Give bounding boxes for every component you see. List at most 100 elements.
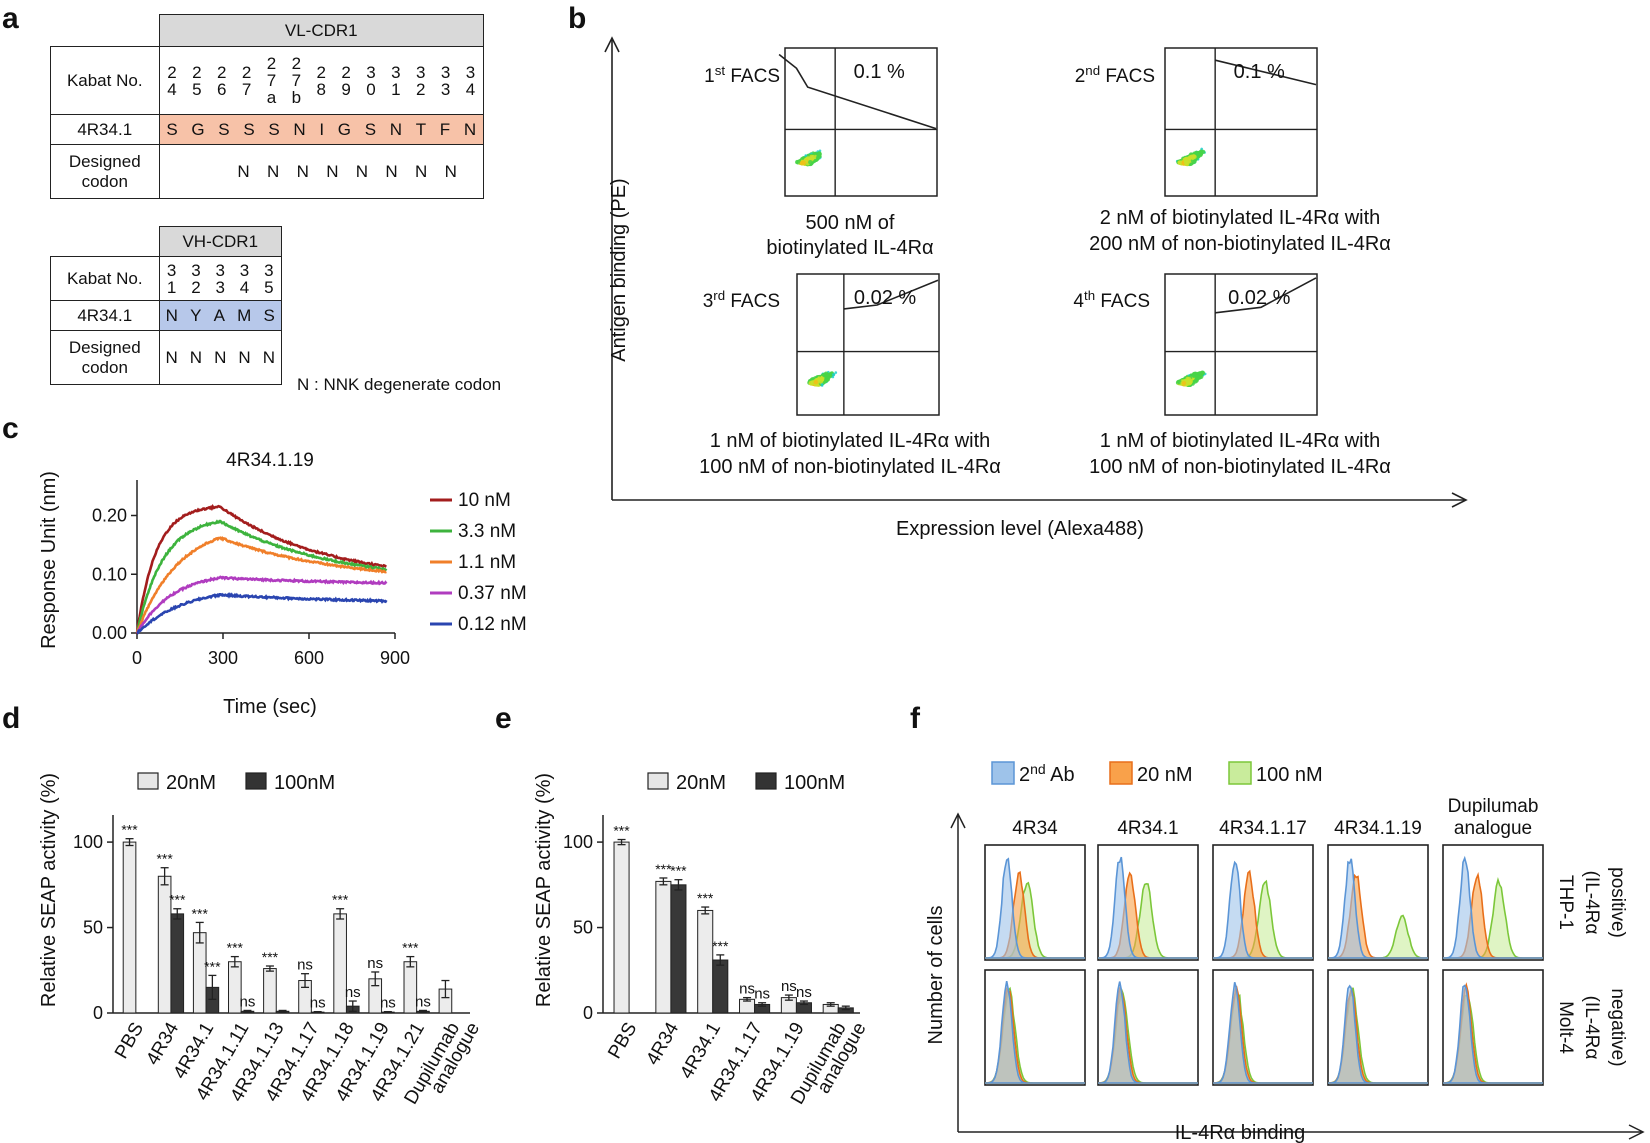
facs-event-dot <box>804 161 809 166</box>
facs-event-dot <box>1185 376 1190 382</box>
facs-event-dot <box>816 378 821 384</box>
facs-event-dot <box>814 381 820 386</box>
facs-event-dot <box>818 377 823 382</box>
facs-event-dot <box>812 155 817 160</box>
facs-event-dot <box>807 159 812 164</box>
facs-event-dot <box>1189 379 1194 385</box>
facs-event-dot <box>804 156 810 161</box>
facs-event-dot <box>1183 379 1189 384</box>
facs-event-dot <box>1182 159 1188 164</box>
f-histogram-curve <box>1442 994 1543 1084</box>
facs-event-dot <box>805 157 810 162</box>
facs-event-dot <box>1184 376 1189 381</box>
facs-event-dot <box>1186 379 1191 385</box>
facs-event-dot <box>804 157 809 162</box>
facs-event-dot <box>1185 379 1190 384</box>
facs-event-dot <box>1196 158 1200 161</box>
facs-event-dot <box>1185 377 1190 382</box>
facs-event-dot <box>804 158 809 163</box>
facs-event-dot <box>1191 378 1197 383</box>
f-histogram-frame <box>1442 969 1544 1086</box>
facs-event-dot <box>804 154 807 157</box>
facs-event-dot <box>811 380 816 385</box>
facs-event-dot <box>1181 380 1186 385</box>
facs-event-dot <box>1191 379 1196 384</box>
facs-event-dot <box>1188 158 1194 163</box>
facs-event-dot <box>798 160 804 166</box>
facs-event-dot <box>1180 380 1185 385</box>
facs-event-dot <box>810 157 815 163</box>
facs-event-dot <box>799 158 805 163</box>
facs-event-dot <box>817 376 822 381</box>
facs-event-dot <box>1189 377 1194 382</box>
facs-event-dot <box>1177 159 1182 165</box>
b-x-axis-label: Expression level (Alexa488) <box>896 518 1144 540</box>
facs-event-dot <box>1191 379 1196 384</box>
facs-event-dot <box>1191 375 1197 381</box>
facs-event-dot <box>1182 159 1187 164</box>
facs-event-dot <box>808 155 814 160</box>
facs-event-dot <box>1187 376 1192 382</box>
facs-event-dot <box>1186 158 1191 164</box>
facs-event-dot <box>1192 376 1198 382</box>
d-significance-label: *** <box>204 958 221 974</box>
facs-event-dot <box>807 157 812 162</box>
facs-event-dot <box>810 153 815 158</box>
d-bar <box>333 913 347 1014</box>
facs-event-dot <box>1184 161 1189 166</box>
facs-event-dot <box>801 158 806 163</box>
facs-event-dot <box>1183 157 1189 162</box>
facs-event-dot <box>1190 157 1195 163</box>
facs-event-dot <box>800 157 805 163</box>
facs-event-dot <box>809 159 814 164</box>
facs-event-dot <box>1186 157 1192 162</box>
facs-event-dot <box>813 156 818 161</box>
facs-event-dot <box>817 375 822 381</box>
facs-event-dot <box>1189 376 1195 381</box>
residue: S <box>263 306 275 325</box>
vh-designed-label: Designed codon <box>50 330 160 385</box>
designed-codon: N <box>237 162 250 181</box>
facs-event-dot <box>1188 157 1193 163</box>
facs-event-dot <box>801 157 806 162</box>
facs-event-dot <box>1187 157 1192 162</box>
d-significance-label: *** <box>121 822 138 838</box>
vl-cdr1-header: VL-CDR1 <box>158 14 484 47</box>
facs-event-dot <box>809 160 814 165</box>
facs-event-dot <box>807 160 812 165</box>
facs-event-dot <box>801 159 807 164</box>
facs-event-dot <box>1187 380 1192 385</box>
facs-event-dot <box>827 373 832 378</box>
b-y-arrow <box>604 36 620 53</box>
facs-event-dot <box>1181 381 1186 386</box>
facs-event-dot <box>808 158 813 163</box>
facs-event-dot <box>802 160 807 165</box>
facs-event-dot <box>1189 375 1194 380</box>
facs-event-dot <box>815 381 821 387</box>
facs-event-dot <box>815 155 821 160</box>
facs-event-dot <box>803 159 808 164</box>
facs-event-dot <box>828 373 833 379</box>
facs-event-dot <box>1191 373 1197 378</box>
facs-event-dot <box>823 375 829 380</box>
facs-event-dot <box>812 380 817 386</box>
facs-event-dot <box>1179 159 1185 164</box>
facs-event-dot <box>824 377 830 382</box>
facs-event-dot <box>809 156 814 162</box>
vh-clone-label: 4R34.1 <box>50 300 160 331</box>
facs-event-dot <box>1186 157 1192 162</box>
facs-event-dot <box>1189 377 1194 382</box>
facs-event-dot <box>1189 377 1195 382</box>
facs-event-dot <box>1184 156 1190 162</box>
nnk-note: N : NNK degenerate codon <box>297 375 502 394</box>
facs-event-dot <box>802 160 808 165</box>
facs-event-dot <box>1186 156 1191 162</box>
facs-event-dot <box>823 378 828 383</box>
facs-event-dot <box>808 156 813 161</box>
facs-event-dot <box>1186 159 1191 164</box>
c-y-tick-label: 0.20 <box>92 506 127 526</box>
facs-event-dot <box>808 159 814 164</box>
facs-event-dot <box>799 159 805 165</box>
facs-event-dot <box>1187 159 1192 164</box>
facs-event-dot <box>809 154 815 160</box>
